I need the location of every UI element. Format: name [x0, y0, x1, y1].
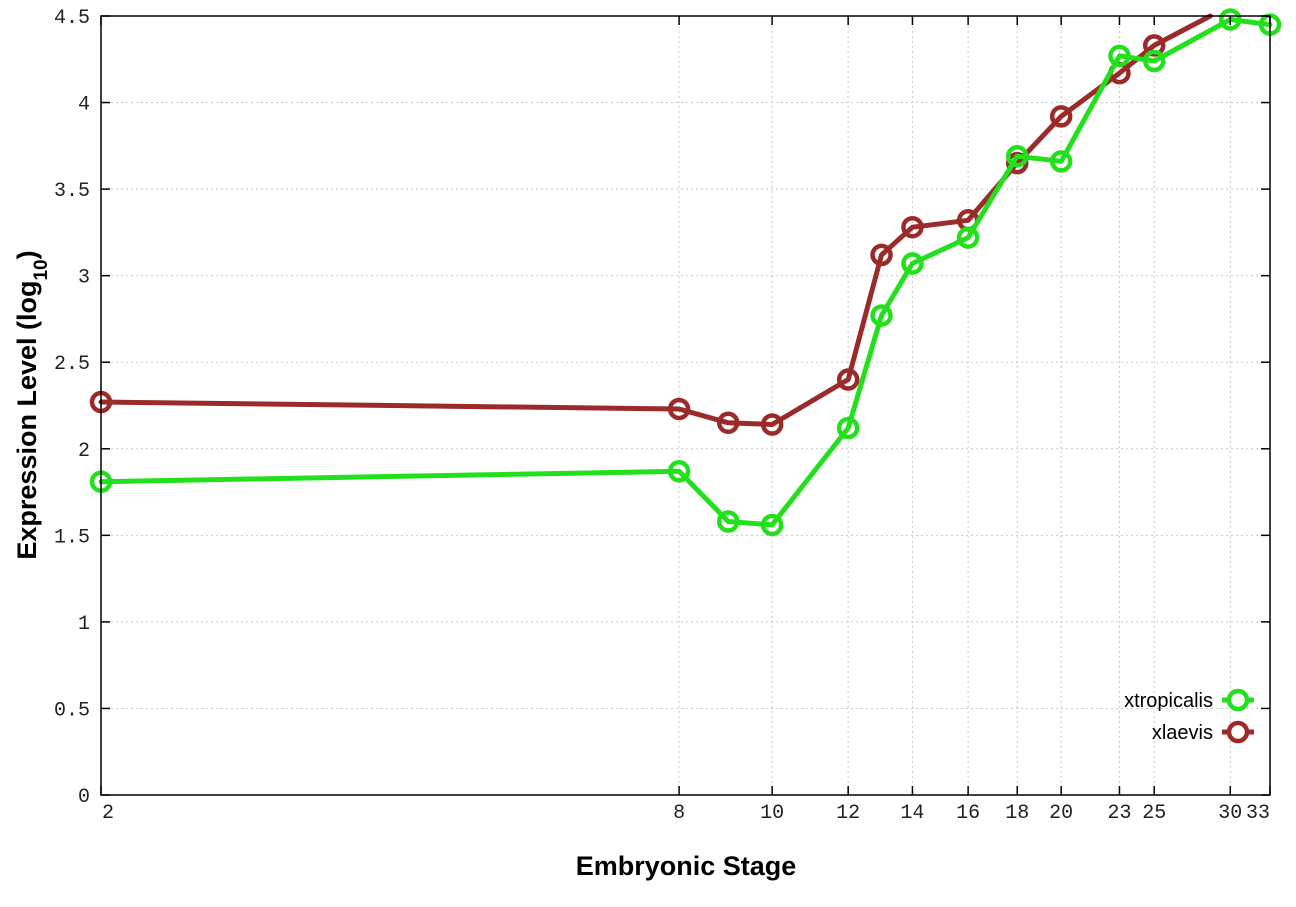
legend-item-xtropicalis: xtropicalis — [1124, 688, 1254, 712]
data-point — [667, 460, 691, 483]
axis-ticks: 0 0.5 1 1.5 2 2.5 3 3.5 4 4.5 2 8 10 12 14 16 18 20 23 25 30… — [54, 7, 1271, 825]
data-point — [901, 215, 924, 239]
y-tick-label: 2.5 — [54, 353, 90, 376]
legend: xtropicalis xlaevis — [1124, 688, 1254, 744]
data-point — [870, 304, 893, 327]
data-point — [870, 243, 893, 267]
y-tick-label: 0 — [78, 786, 90, 809]
data-point — [1049, 150, 1073, 173]
plot-frame — [100, 15, 1271, 796]
x-axis-title: Embryonic Stage — [576, 851, 797, 881]
y-tick-label: 4 — [78, 94, 90, 117]
legend-item-xlaevis: xlaevis — [1152, 720, 1254, 744]
x-tick-label: 14 — [900, 802, 924, 825]
x-tick-label: 8 — [673, 802, 685, 825]
y-axis-title-suffix: ) — [12, 250, 42, 259]
x-tick-label: 23 — [1107, 802, 1131, 825]
y-tick-label: 1.5 — [54, 526, 90, 549]
data-point — [760, 513, 784, 537]
y-axis-title: Expression Level (log10) — [12, 250, 52, 559]
series-xlaevis — [89, 13, 1213, 436]
data-point — [1142, 34, 1166, 57]
x-tick-label: 10 — [760, 802, 784, 825]
data-point — [1005, 144, 1029, 168]
x-tick-label: 30 — [1218, 802, 1242, 825]
legend-swatch-marker — [1226, 688, 1250, 712]
data-point — [716, 510, 740, 533]
x-tick-label: 16 — [956, 802, 980, 825]
data-point — [1142, 49, 1166, 73]
data-point — [760, 413, 784, 436]
legend-label: xtropicalis — [1124, 690, 1213, 712]
data-point — [1219, 8, 1242, 31]
data-point — [901, 252, 924, 275]
y-tick-label: 4.5 — [54, 7, 90, 30]
data-point — [667, 397, 691, 421]
legend-label: xlaevis — [1152, 722, 1213, 744]
x-tick-label: 2 — [102, 802, 114, 825]
y-axis-title-subscript: 10 — [31, 259, 52, 280]
series-xtropicalis — [89, 8, 1282, 537]
y-tick-label: 3.5 — [54, 180, 90, 203]
data-point — [1108, 44, 1131, 68]
y-tick-label: 0.5 — [54, 699, 90, 722]
x-tick-label: 12 — [836, 802, 860, 825]
data-point — [956, 226, 980, 249]
x-tick-label: 20 — [1049, 802, 1073, 825]
y-tick-label: 2 — [78, 440, 90, 463]
data-point — [1049, 105, 1073, 128]
legend-swatch-marker — [1226, 720, 1250, 744]
x-tick-label: 33 — [1246, 802, 1270, 825]
data-point — [716, 411, 740, 435]
data-point — [836, 416, 860, 440]
y-tick-label: 3 — [78, 267, 90, 290]
y-axis-title-main: Expression Level (log — [12, 281, 42, 560]
series-layer — [89, 8, 1282, 537]
data-point — [836, 368, 860, 391]
y-tick-label: 1 — [78, 613, 90, 636]
series-line — [98, 13, 1213, 427]
x-tick-label: 25 — [1142, 802, 1166, 825]
x-tick-label: 18 — [1005, 802, 1029, 825]
